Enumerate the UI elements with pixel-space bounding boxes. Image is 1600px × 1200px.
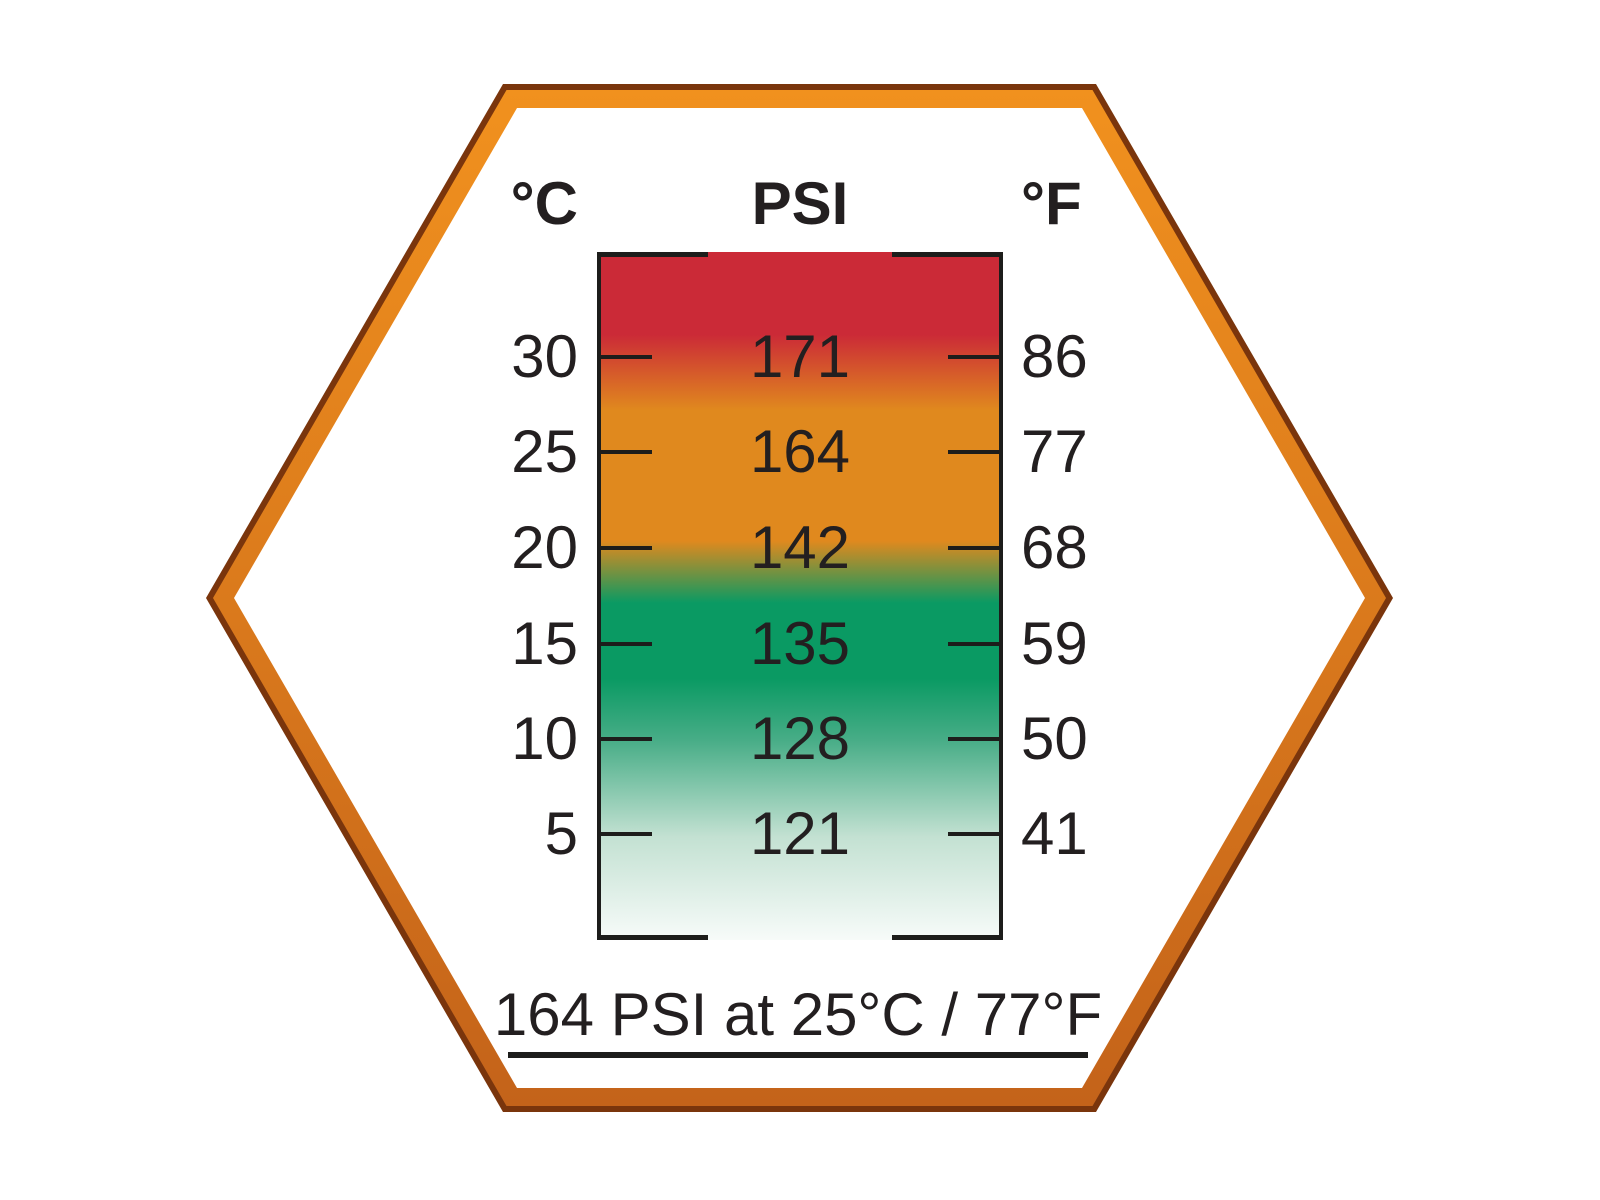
tick-right-77: [948, 450, 1003, 454]
header-fahrenheit: °F: [1021, 170, 1082, 237]
tick-right-50: [948, 737, 1003, 741]
celsius-label: 25: [511, 418, 578, 485]
fahrenheit-label: 77: [1021, 418, 1088, 485]
psi-value: 128: [749, 705, 851, 772]
bar-border-top-right-segment: [892, 252, 1003, 257]
fahrenheit-label: 86: [1021, 323, 1088, 390]
tick-left-10: [597, 737, 652, 741]
celsius-label: 30: [511, 323, 578, 390]
bar-border-bottom-left-segment: [597, 935, 708, 940]
celsius-label: 15: [511, 610, 578, 677]
tick-left-20: [597, 546, 652, 550]
tick-left-5: [597, 832, 652, 836]
header-celsius: °C: [510, 170, 578, 237]
celsius-label: 5: [544, 800, 578, 867]
tick-right-59: [948, 642, 1003, 646]
recommendation-underline: [508, 1052, 1088, 1058]
tick-left-15: [597, 642, 652, 646]
tick-right-68: [948, 546, 1003, 550]
psi-value: 121: [749, 800, 851, 867]
psi-value: 135: [749, 610, 851, 677]
tick-left-25: [597, 450, 652, 454]
tick-left-30: [597, 355, 652, 359]
bar-border-left: [597, 252, 601, 940]
psi-value: 171: [749, 323, 851, 390]
celsius-label: 10: [511, 705, 578, 772]
recommended-pressure-text: 164 PSI at 25°C / 77°F: [493, 981, 1103, 1048]
bar-border-bottom-right-segment: [892, 935, 1003, 940]
header-psi: PSI: [751, 170, 849, 237]
bar-border-right: [999, 252, 1003, 940]
pressure-gradient-bar: [597, 252, 1003, 940]
fahrenheit-label: 41: [1021, 800, 1088, 867]
fahrenheit-label: 50: [1021, 705, 1088, 772]
psi-value: 142: [749, 514, 851, 581]
tick-right-41: [948, 832, 1003, 836]
bar-border-top-left-segment: [597, 252, 708, 257]
psi-value: 164: [749, 418, 851, 485]
tick-right-86: [948, 355, 1003, 359]
fahrenheit-label: 59: [1021, 610, 1088, 677]
celsius-label: 20: [511, 514, 578, 581]
fahrenheit-label: 68: [1021, 514, 1088, 581]
